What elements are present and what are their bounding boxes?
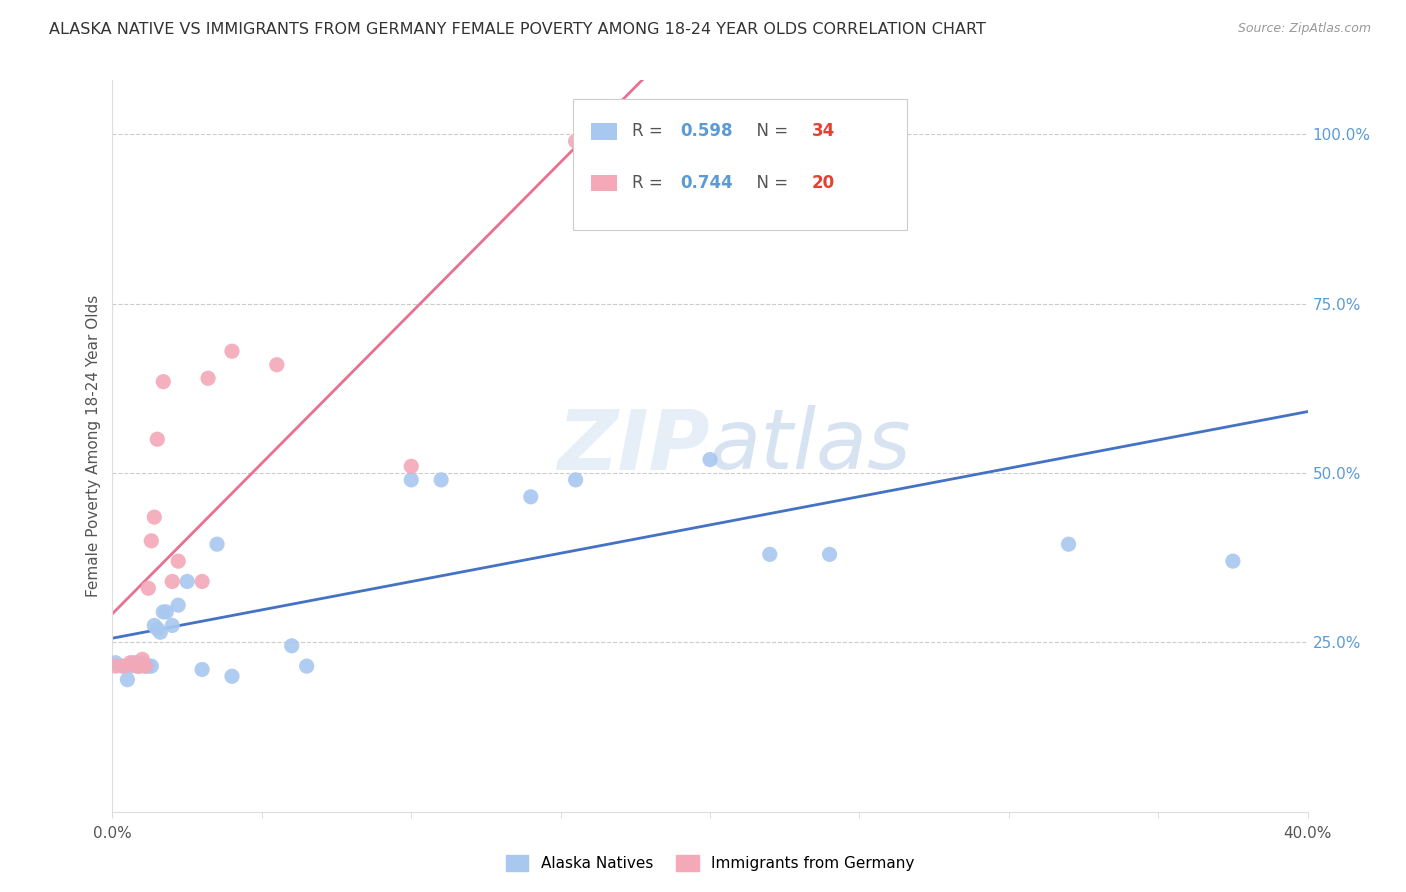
Point [197, 371, 219, 385]
Point [152, 375, 174, 389]
Point [266, 358, 288, 372]
FancyBboxPatch shape [572, 99, 907, 230]
Point [818, 547, 841, 561]
Point [131, 656, 153, 670]
Point [401, 473, 423, 487]
Point [138, 659, 160, 673]
Point [128, 659, 150, 673]
FancyBboxPatch shape [591, 175, 617, 191]
Point [430, 473, 453, 487]
Text: R =: R = [633, 122, 668, 140]
Point [699, 452, 721, 467]
Point [205, 537, 228, 551]
Point [128, 659, 150, 673]
Point [624, 215, 647, 229]
Point [162, 618, 183, 632]
Point [176, 574, 198, 589]
Point [281, 639, 304, 653]
Point [114, 659, 135, 673]
Point [221, 669, 243, 683]
Point [191, 663, 214, 677]
Point [122, 656, 145, 670]
Point [167, 598, 190, 612]
Point [1057, 537, 1080, 551]
Text: Source: ZipAtlas.com: Source: ZipAtlas.com [1237, 22, 1371, 36]
Text: 0.744: 0.744 [681, 174, 733, 192]
Point [146, 432, 169, 446]
Text: atlas: atlas [710, 406, 911, 486]
Y-axis label: Female Poverty Among 18-24 Year Olds: Female Poverty Among 18-24 Year Olds [86, 295, 101, 597]
Point [125, 656, 148, 670]
Point [120, 656, 142, 670]
Point [221, 344, 243, 359]
Point [155, 605, 177, 619]
Point [564, 473, 586, 487]
Point [295, 659, 318, 673]
Text: 34: 34 [811, 122, 835, 140]
Point [520, 490, 543, 504]
Point [146, 622, 169, 636]
Point [141, 533, 163, 548]
Point [152, 605, 174, 619]
Text: R =: R = [633, 174, 668, 192]
Point [143, 510, 166, 524]
Text: 20: 20 [811, 174, 835, 192]
Point [191, 574, 214, 589]
Point [759, 547, 782, 561]
Point [120, 659, 142, 673]
Point [134, 659, 156, 673]
Point [104, 659, 127, 673]
Point [564, 134, 586, 148]
Point [141, 659, 163, 673]
FancyBboxPatch shape [591, 123, 617, 139]
Text: ZIP: ZIP [557, 406, 710, 486]
Text: 0.598: 0.598 [681, 122, 733, 140]
Text: N =: N = [747, 174, 793, 192]
Point [125, 659, 148, 673]
Point [117, 673, 139, 687]
Point [104, 656, 127, 670]
Point [134, 659, 156, 673]
Text: N =: N = [747, 122, 793, 140]
Point [167, 554, 190, 568]
Point [131, 652, 153, 666]
Point [162, 574, 183, 589]
Point [1222, 554, 1244, 568]
Point [138, 581, 160, 595]
Point [110, 659, 132, 673]
Text: ALASKA NATIVE VS IMMIGRANTS FROM GERMANY FEMALE POVERTY AMONG 18-24 YEAR OLDS CO: ALASKA NATIVE VS IMMIGRANTS FROM GERMANY… [49, 22, 986, 37]
Point [149, 625, 172, 640]
Point [143, 618, 166, 632]
Legend: Alaska Natives, Immigrants from Germany: Alaska Natives, Immigrants from Germany [499, 849, 921, 877]
Point [401, 459, 423, 474]
